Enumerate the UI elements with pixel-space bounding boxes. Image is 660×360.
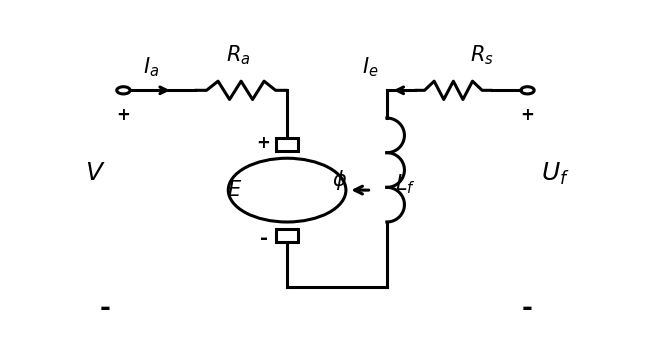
Text: $\mathit{U_f}$: $\mathit{U_f}$ <box>541 161 570 186</box>
Text: +: + <box>116 106 131 124</box>
Text: $\mathit{R_a}$: $\mathit{R_a}$ <box>226 44 251 67</box>
Text: $\mathit{E}$: $\mathit{E}$ <box>227 180 242 200</box>
Text: +: + <box>257 134 271 152</box>
Text: $\mathit{R_s}$: $\mathit{R_s}$ <box>469 44 494 67</box>
Text: +: + <box>521 106 535 124</box>
Text: $\mathit{V}$: $\mathit{V}$ <box>85 162 106 185</box>
Text: $\phi$: $\phi$ <box>332 168 347 192</box>
Text: -: - <box>522 296 533 322</box>
Text: -: - <box>259 229 267 248</box>
FancyBboxPatch shape <box>277 229 298 242</box>
FancyBboxPatch shape <box>277 138 298 151</box>
Text: $\mathit{I_a}$: $\mathit{I_a}$ <box>143 55 160 78</box>
Text: $\mathit{L_f}$: $\mathit{L_f}$ <box>395 173 416 196</box>
Text: $\mathit{I_e}$: $\mathit{I_e}$ <box>362 55 379 78</box>
Text: -: - <box>100 296 111 322</box>
